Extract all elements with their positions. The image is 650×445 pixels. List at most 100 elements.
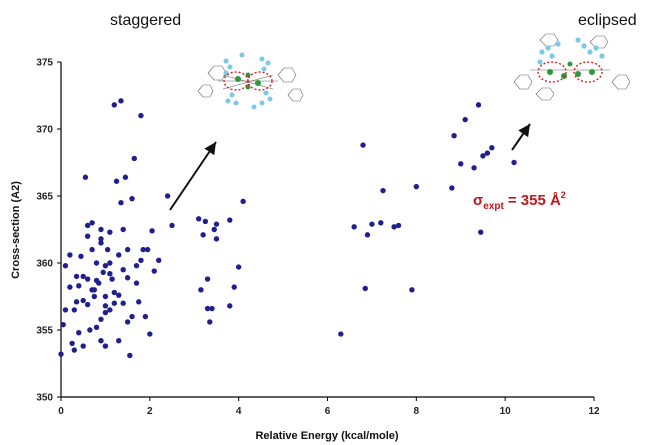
data-point <box>122 174 129 180</box>
x-tick-label: 6 <box>325 406 331 417</box>
data-point <box>475 102 482 108</box>
data-point <box>458 161 464 167</box>
data-point <box>69 340 75 347</box>
data-point <box>133 280 140 286</box>
data-point <box>102 303 109 309</box>
data-point <box>204 305 211 312</box>
data-point <box>200 232 206 238</box>
data-point <box>511 159 517 166</box>
sigma-subscript: expt <box>483 201 504 212</box>
data-point <box>395 222 402 229</box>
data-point <box>131 155 137 162</box>
data-point <box>93 324 100 331</box>
data-point <box>93 277 100 284</box>
data-point <box>489 145 495 151</box>
data-point <box>484 150 491 156</box>
data-point <box>67 252 73 258</box>
x-tick-label: 4 <box>236 406 242 417</box>
data-point <box>84 222 91 229</box>
data-point <box>478 229 484 235</box>
data-point <box>169 222 175 229</box>
data-point <box>107 260 113 266</box>
data-point <box>113 178 120 184</box>
data-point <box>116 338 122 344</box>
y-tick-label: 365 <box>36 192 53 203</box>
staggered-label: staggered <box>110 12 181 29</box>
data-point <box>213 221 220 227</box>
x-tick-label: 8 <box>414 406 420 417</box>
x-tick-label: 0 <box>58 406 64 417</box>
data-point <box>120 226 126 233</box>
data-point <box>380 187 386 194</box>
data-point <box>338 331 344 337</box>
data-point <box>111 300 118 306</box>
data-point <box>98 236 104 242</box>
data-point <box>235 264 242 270</box>
data-point <box>84 233 91 239</box>
data-point <box>102 293 109 300</box>
data-point <box>118 98 124 104</box>
data-point <box>480 153 486 159</box>
data-point <box>107 307 113 313</box>
data-point <box>58 351 64 357</box>
staggered-molecule-image <box>197 52 304 110</box>
data-point <box>449 185 455 191</box>
data-point <box>98 226 104 233</box>
data-point <box>76 329 82 336</box>
y-tick-label: 350 <box>36 393 53 404</box>
data-point <box>127 352 133 359</box>
data-point <box>207 319 213 325</box>
data-point <box>73 273 80 280</box>
sigma-expt-annotation: σexpt = 355 Å2 <box>473 190 566 212</box>
data-point <box>124 246 131 253</box>
data-point <box>362 285 368 292</box>
data-point <box>195 216 202 222</box>
data-point <box>120 300 126 306</box>
data-point <box>156 257 162 264</box>
data-point <box>80 273 86 280</box>
data-point <box>80 297 86 304</box>
data-point <box>98 240 104 246</box>
data-points <box>58 98 517 359</box>
data-point <box>116 252 122 258</box>
data-point <box>129 195 135 202</box>
data-point <box>138 257 144 264</box>
data-point <box>76 283 82 289</box>
data-point <box>202 218 209 225</box>
data-point <box>144 246 151 253</box>
y-tick-label: 370 <box>36 125 53 136</box>
data-point <box>209 305 215 312</box>
data-point <box>84 276 91 282</box>
data-point <box>378 220 384 226</box>
data-point <box>136 299 142 305</box>
data-point <box>111 289 118 296</box>
x-tick-label: 10 <box>500 406 512 417</box>
data-point <box>120 267 126 273</box>
data-point <box>82 174 89 180</box>
data-point <box>360 142 366 148</box>
sigma-value: = 355 Å <box>508 192 561 209</box>
data-point <box>142 313 149 320</box>
data-point <box>73 299 80 305</box>
data-point <box>71 307 78 313</box>
data-point <box>124 319 131 325</box>
data-point <box>62 307 69 313</box>
sigma-superscript: 2 <box>561 190 566 200</box>
data-point <box>107 271 113 277</box>
data-point <box>462 116 468 123</box>
data-point <box>107 229 113 235</box>
data-point <box>89 220 95 226</box>
data-point <box>133 262 140 269</box>
data-point <box>391 224 397 230</box>
data-point <box>102 309 109 316</box>
sigma-symbol: σ <box>473 192 483 209</box>
data-point <box>409 287 415 293</box>
data-point <box>111 102 118 108</box>
data-point <box>98 338 104 344</box>
data-point <box>91 287 98 293</box>
data-point <box>211 226 217 233</box>
data-point <box>71 347 78 353</box>
data-point <box>151 268 157 274</box>
data-point <box>62 262 69 269</box>
